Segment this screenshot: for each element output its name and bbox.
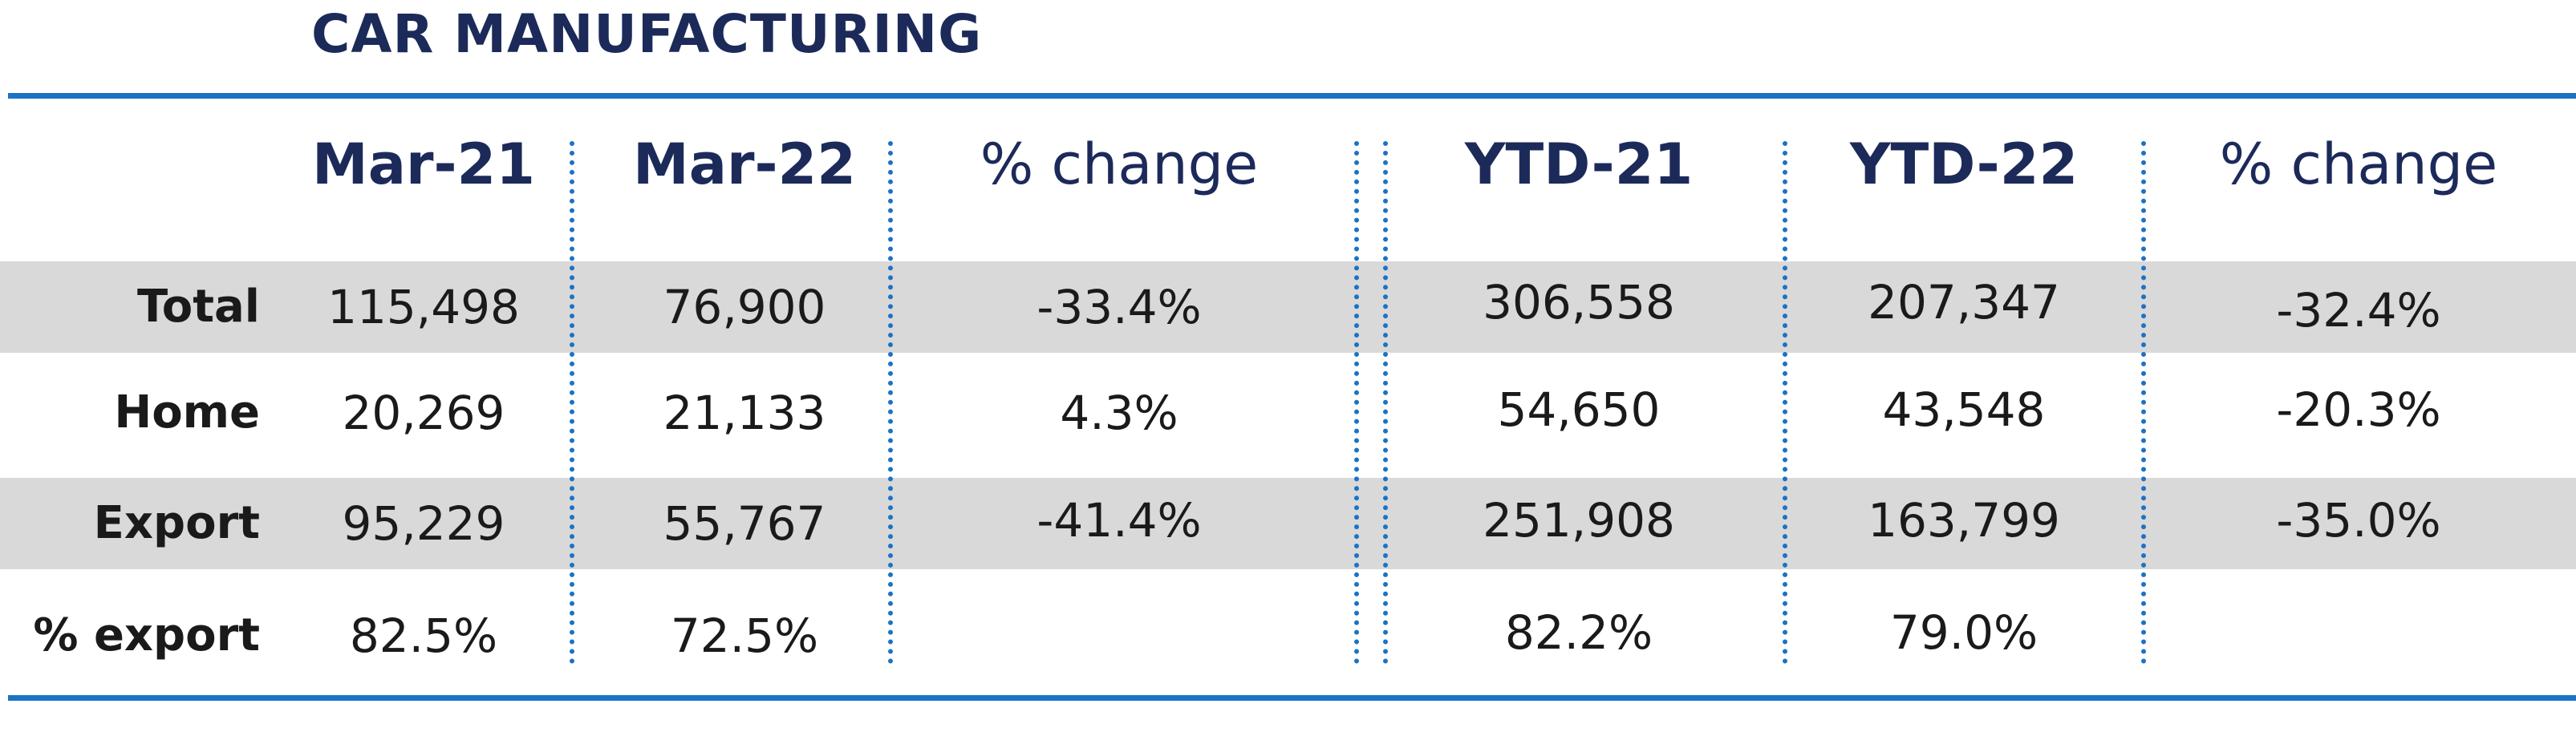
row-band-export [0,478,2576,569]
top-rule-divider [8,93,2576,99]
table-cell: -35.0% [2276,493,2441,548]
table-cell [935,590,1304,681]
table-cell: 55,767 [663,496,826,551]
page-title: CAR MANUFACTURING [311,3,983,65]
column-header-pct-change-month: % change [980,131,1259,197]
table-cell: -41.4% [1036,493,1202,548]
table-cell: 115,498 [327,280,520,334]
table-cell: 54,650 [1497,382,1661,437]
table-cell: 207,347 [1868,275,2060,330]
table-cell: 82.2% [1504,605,1653,660]
table-cell: 72.5% [670,609,819,663]
column-header-mar-22: Mar-22 [633,131,856,197]
table-cell: -32.4% [2276,283,2441,338]
table-cell [2174,587,2543,678]
bottom-rule-divider [8,695,2576,701]
table-cell: 95,229 [342,496,505,551]
table-cell: -20.3% [2276,382,2441,437]
table-cell: -33.4% [1036,280,1202,334]
column-header-ytd-22: YTD-22 [1849,131,2079,197]
row-label-total: Total [137,281,260,333]
column-divider [2141,141,2146,664]
table-cell: 76,900 [663,280,826,334]
row-label-home: Home [114,386,260,439]
table-cell: 20,269 [342,386,505,440]
table-cell: 4.3% [1060,386,1178,440]
column-header-pct-change-ytd: % change [2219,131,2498,197]
column-divider [1354,141,1359,664]
row-label-export: Export [93,497,260,549]
table-cell: 82.5% [349,609,498,663]
table-cell: 306,558 [1483,275,1675,330]
table-cell: 163,799 [1868,493,2060,548]
table-cell: 79.0% [1889,605,2038,660]
table-cell: 21,133 [663,386,826,440]
table-cell: 251,908 [1483,493,1675,548]
row-label-pct-export: % export [33,609,260,661]
column-divider [570,141,574,664]
column-divider [1783,141,1787,664]
column-divider [1383,141,1388,664]
column-divider [888,141,893,664]
row-band-total [0,261,2576,353]
column-header-mar-21: Mar-21 [312,131,535,197]
column-header-ytd-21: YTD-21 [1464,131,1694,197]
table-cell: 43,548 [1882,382,2046,437]
